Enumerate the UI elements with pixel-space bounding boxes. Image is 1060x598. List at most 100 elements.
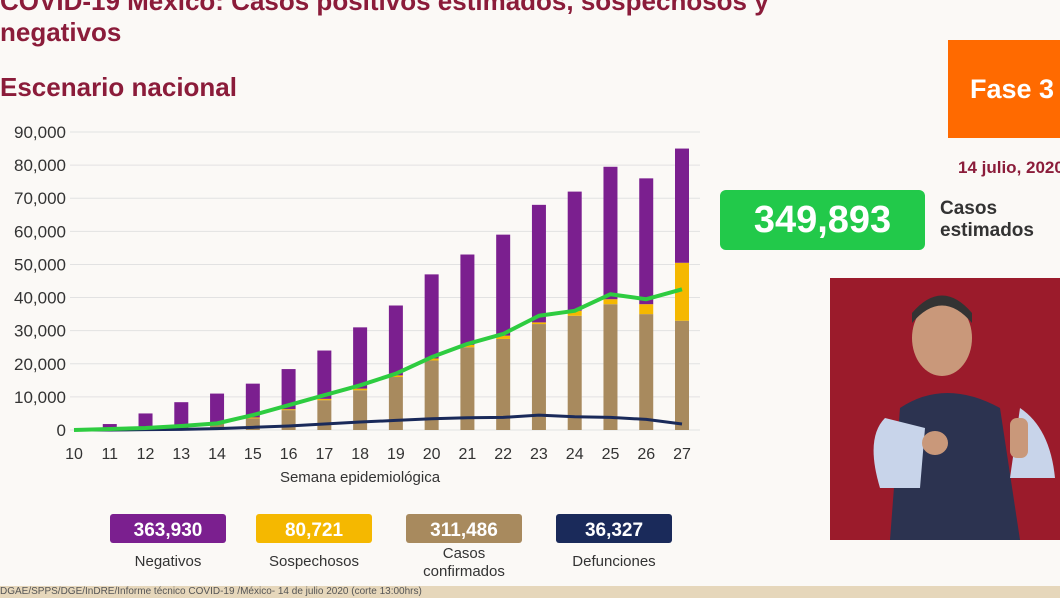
chart: 0 10,000 20,000 30,000 40,000 50,000 60,000 70,… [14,123,700,580]
y-tick-label: 70,000 [14,189,66,208]
x-tick-label: 26 [637,446,655,463]
estimated-value: 349,893 [720,190,925,250]
legend-label: Casos confirmados [423,545,505,580]
x-tick-label: 21 [459,446,477,463]
bar-segment [388,305,403,376]
bar-segment [675,148,689,263]
line [74,413,683,432]
bar-segment [245,418,260,430]
hand [922,431,948,455]
legend-word: Casos [443,545,486,562]
bar-segment [675,262,689,321]
bar-segment [424,358,439,361]
bar-segment [388,377,403,430]
y-tick-label: 50,000 [14,255,66,274]
x-tick-label: 24 [566,446,584,463]
phase-badge: Fase 3 [948,40,1060,138]
estimated-caption: Casos estimados [940,198,1034,241]
hair [912,295,972,323]
head [912,300,972,376]
bar-segment [531,322,546,325]
x-tick-label: 10 [65,446,83,463]
bar-segment [496,234,511,336]
footer: DGAE/SPPS/DGE/InDRE/Informe técnico COVI… [0,586,1060,598]
bar-segment [210,393,225,423]
x-tick-label: 18 [351,446,369,463]
legend-box [556,514,672,543]
legend-box [406,514,522,543]
bar-segment [603,166,618,300]
bar-segment [603,304,618,430]
x-tick-label: 16 [280,446,298,463]
x-tick-label: 25 [602,446,620,463]
bar-segment [353,388,368,391]
bar-segment [353,390,368,430]
bar-segment [353,327,368,389]
legend-label: Negativos [135,553,202,570]
bar-segment [639,178,654,305]
bar-segment [675,320,689,430]
bar-segment [460,254,475,345]
bar-segment [210,423,225,430]
legend-word: confirmados [423,563,505,580]
interpreter [873,295,1055,540]
bar-segment [281,409,296,411]
bar-segment [138,413,153,428]
legend-label: Sospechosos [269,553,359,570]
bar-segment [496,335,511,339]
bar-segment [496,338,511,430]
date: 14 julio, 2020 [958,158,1060,177]
line [73,287,683,432]
arm [873,418,925,488]
y-tick-label: 90,000 [14,123,66,142]
y-tick-label: 80,000 [14,156,66,175]
bar-segment [424,274,439,359]
legend-total: 311,486 [430,520,498,541]
bar-segment [567,310,582,316]
legend-total: 80,721 [285,520,344,541]
bar-segment [460,347,475,430]
bar-segment [639,314,654,430]
bar-segment [460,344,475,348]
x-tick-label: 11 [101,446,118,463]
y-tick-label: 30,000 [14,322,66,341]
bar-segment [531,204,546,323]
x-tick-label: 23 [530,446,548,463]
y-tick-label: 20,000 [14,355,66,374]
bar-segment [388,375,403,378]
y-tick-label: 60,000 [14,222,66,241]
bar-segment [102,424,117,430]
interpreter-video [830,278,1060,540]
bar-segment [567,315,582,430]
bar-segment [281,369,296,410]
bar-segment [174,402,189,425]
bar-segment [317,350,332,399]
title: COVID-19 México: Casos positivos estimad… [0,0,769,47]
x-tick-label: 27 [673,446,691,463]
legend-total: 363,930 [134,520,203,541]
y-tick-label: 40,000 [14,289,66,308]
y-tick-label: 10,000 [14,388,66,407]
x-tick-label: 20 [423,446,441,463]
x-tick-label: 17 [315,446,333,463]
bar-segment [567,191,582,311]
bar-segment [317,398,332,401]
bar-segment [245,417,260,419]
bar-segment [424,360,439,430]
bar-segment [245,383,260,418]
legend-total: 36,327 [585,520,643,541]
bar-segment [603,299,618,305]
x-tick-label: 13 [172,446,190,463]
y-tick-label: 0 [57,421,66,440]
x-tick-label: 12 [137,446,155,463]
bar-segment [531,324,546,430]
bar-segment [639,304,654,315]
x-tick-label: 14 [208,446,226,463]
hand [1010,418,1028,458]
x-tick-label: 22 [494,446,512,463]
x-axis-label: Semana epidemiológica [280,469,441,486]
legend-box [110,514,226,543]
legend-box [256,514,372,543]
x-tick-label: 19 [387,446,405,463]
